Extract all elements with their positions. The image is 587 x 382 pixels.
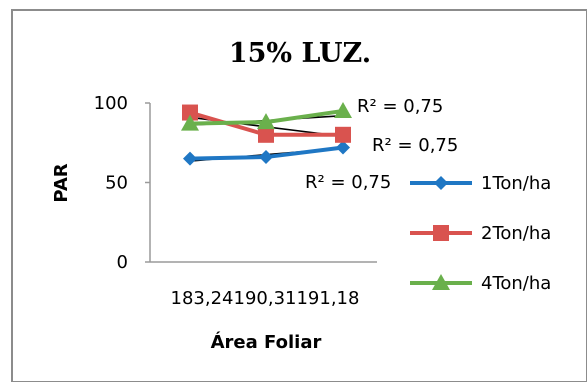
legend-marker-4Ton/ha [432, 274, 450, 290]
legend: 1Ton/ha 2Ton/ha 4Ton/ha [410, 173, 551, 294]
y-tick-label: 100 [94, 93, 128, 114]
data-point-2Ton/ha [182, 104, 198, 121]
legend-label-2Ton/ha: 2Ton/ha [481, 223, 551, 244]
r2-label-1Ton/ha: R² = 0,75 [305, 172, 391, 193]
chart-border [11, 9, 587, 382]
data-point-2Ton/ha [335, 126, 351, 143]
x-axis-title: Área Foliar [211, 331, 322, 353]
r2-label-group: R² = 0,75 R² = 0,75 R² = 0,75 [305, 96, 458, 193]
y-axis-title: PAR [51, 163, 72, 202]
y-tick-label: 50 [105, 173, 128, 194]
data-point-2Ton/ha [258, 126, 274, 143]
r2-label-2Ton/ha: R² = 0,75 [372, 135, 458, 156]
r2-label-4Ton/ha: R² = 0,75 [357, 96, 443, 117]
data-point-4Ton/ha [334, 101, 352, 118]
y-tick-label: 0 [117, 252, 128, 273]
data-point-1Ton/ha [336, 140, 350, 155]
data-point-1Ton/ha [183, 151, 197, 166]
legend-label-1Ton/ha: 1Ton/ha [481, 173, 551, 194]
y-tick-group: 0 50 100 [94, 93, 150, 273]
legend-label-4Ton/ha: 4Ton/ha [481, 273, 551, 294]
legend-marker-1Ton/ha [434, 176, 448, 190]
legend-marker-2Ton/ha [433, 225, 449, 241]
data-point-1Ton/ha [259, 150, 273, 165]
x-tick-labels: 183,24190,31191,18 [171, 288, 360, 309]
data-point-4Ton/ha [257, 113, 275, 130]
chart-title: 15% LUZ. [229, 38, 371, 69]
series-group [181, 101, 352, 166]
data-point-4Ton/ha [181, 114, 199, 131]
